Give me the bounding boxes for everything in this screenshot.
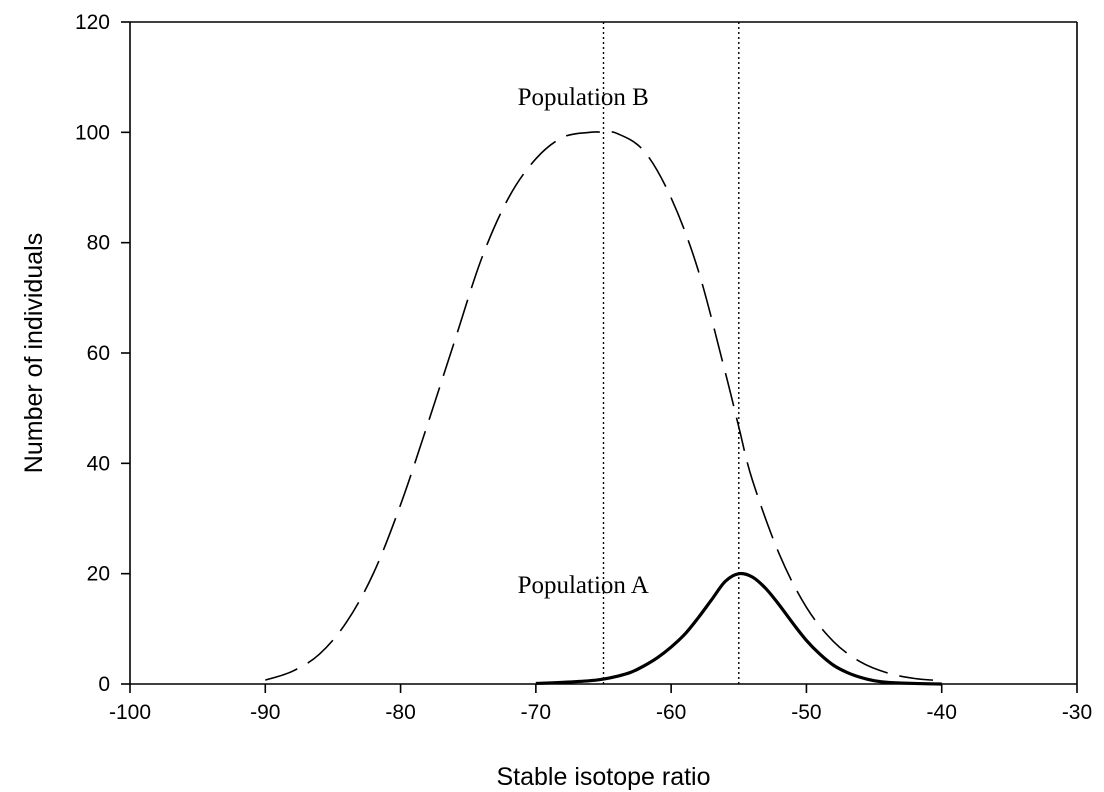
y-tick-label: 20: [87, 563, 110, 586]
y-tick-label: 0: [98, 673, 110, 696]
y-axis-title: Number of individuals: [20, 233, 48, 473]
series-annotation: Population B: [518, 84, 649, 111]
x-tick-label: -100: [109, 701, 151, 724]
y-tick-label: 120: [75, 11, 110, 34]
y-ticks: 0 20 40 60 80 100 120: [75, 11, 130, 696]
x-tick-label: -40: [927, 701, 957, 724]
y-tick-label: 100: [75, 121, 110, 144]
y-tick-label: 60: [87, 342, 110, 365]
x-tick-label: -70: [521, 701, 551, 724]
x-ticks: -100 -90 -80 -70 -60 -50 -40 -30: [109, 684, 1092, 724]
x-tick-label: -90: [250, 701, 280, 724]
series-layer: [265, 130, 942, 686]
y-tick-label: 80: [87, 232, 110, 255]
y-tick-label: 40: [87, 452, 110, 475]
x-tick-label: -60: [656, 701, 686, 724]
x-tick-label: -80: [385, 701, 415, 724]
annotations: Population B Population A: [518, 84, 649, 599]
series-line-population-a: [535, 571, 942, 686]
series-annotation: Population A: [518, 572, 649, 599]
x-tick-label: -30: [1062, 701, 1092, 724]
series-line-population-b: [265, 130, 942, 682]
x-tick-label: -50: [791, 701, 821, 724]
x-axis-title: Stable isotope ratio: [496, 763, 710, 791]
